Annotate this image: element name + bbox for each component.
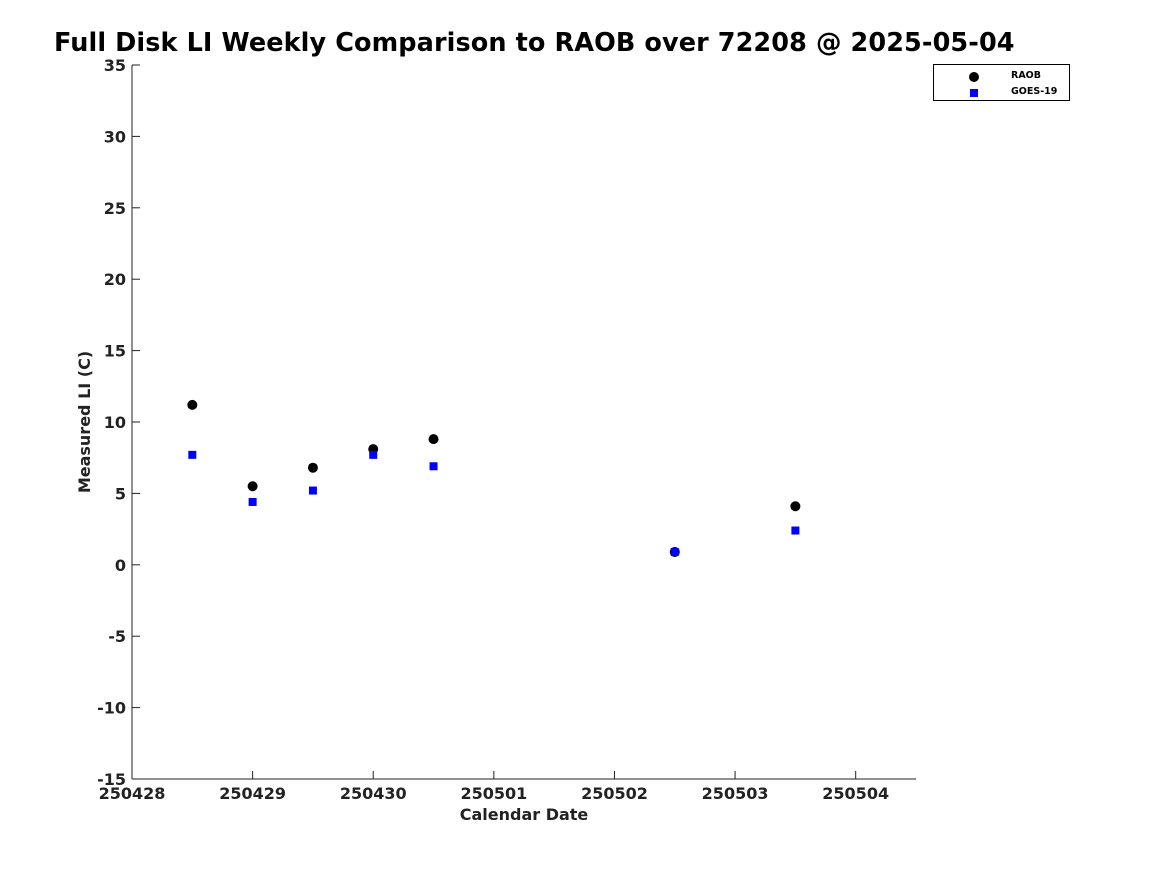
legend-label-goes: GOES-19	[1011, 86, 1057, 97]
goes-point	[430, 462, 438, 470]
raob-point	[429, 434, 439, 444]
x-tick-label: 250501	[460, 784, 527, 803]
y-tick-label: 0	[115, 556, 126, 575]
goes-point	[369, 451, 377, 459]
raob-point	[790, 501, 800, 511]
x-tick-label: 250502	[581, 784, 648, 803]
y-tick-label: 30	[104, 127, 126, 146]
x-tick-label: 250503	[702, 784, 769, 803]
legend-square-marker	[968, 88, 980, 100]
y-tick-label: 25	[104, 199, 126, 218]
goes-point	[188, 451, 196, 459]
x-tick-label: 250429	[219, 784, 286, 803]
scatter-plot: -15-10-505101520253035250428 250429 250430…	[0, 0, 1167, 875]
y-tick-label: 15	[104, 342, 126, 361]
legend: RAOB GOES-19	[933, 64, 1070, 101]
x-tick-label: 250504	[822, 784, 889, 803]
y-tick-label: -10	[97, 699, 126, 718]
y-tick-label: -5	[108, 627, 126, 646]
x-tick-label: 250428	[99, 784, 166, 803]
x-tick-label: 250430	[340, 784, 407, 803]
y-tick-label: 10	[104, 413, 126, 432]
goes-point	[791, 527, 799, 535]
y-tick-label: 5	[115, 484, 126, 503]
legend-entry-raob: RAOB	[934, 68, 1069, 84]
legend-entry-goes: GOES-19	[934, 84, 1069, 100]
y-tick-label: 35	[104, 56, 126, 75]
raob-point	[308, 463, 318, 473]
raob-point	[187, 400, 197, 410]
legend-circle-marker	[968, 72, 980, 84]
raob-point	[248, 481, 258, 491]
y-tick-label: 20	[104, 270, 126, 289]
legend-label-raob: RAOB	[1011, 70, 1041, 81]
y-axis-label: Measured LI (C)	[75, 351, 94, 493]
goes-point	[249, 498, 257, 506]
goes-point	[671, 548, 679, 556]
goes-point	[309, 487, 317, 495]
x-axis-label: Calendar Date	[460, 805, 589, 824]
